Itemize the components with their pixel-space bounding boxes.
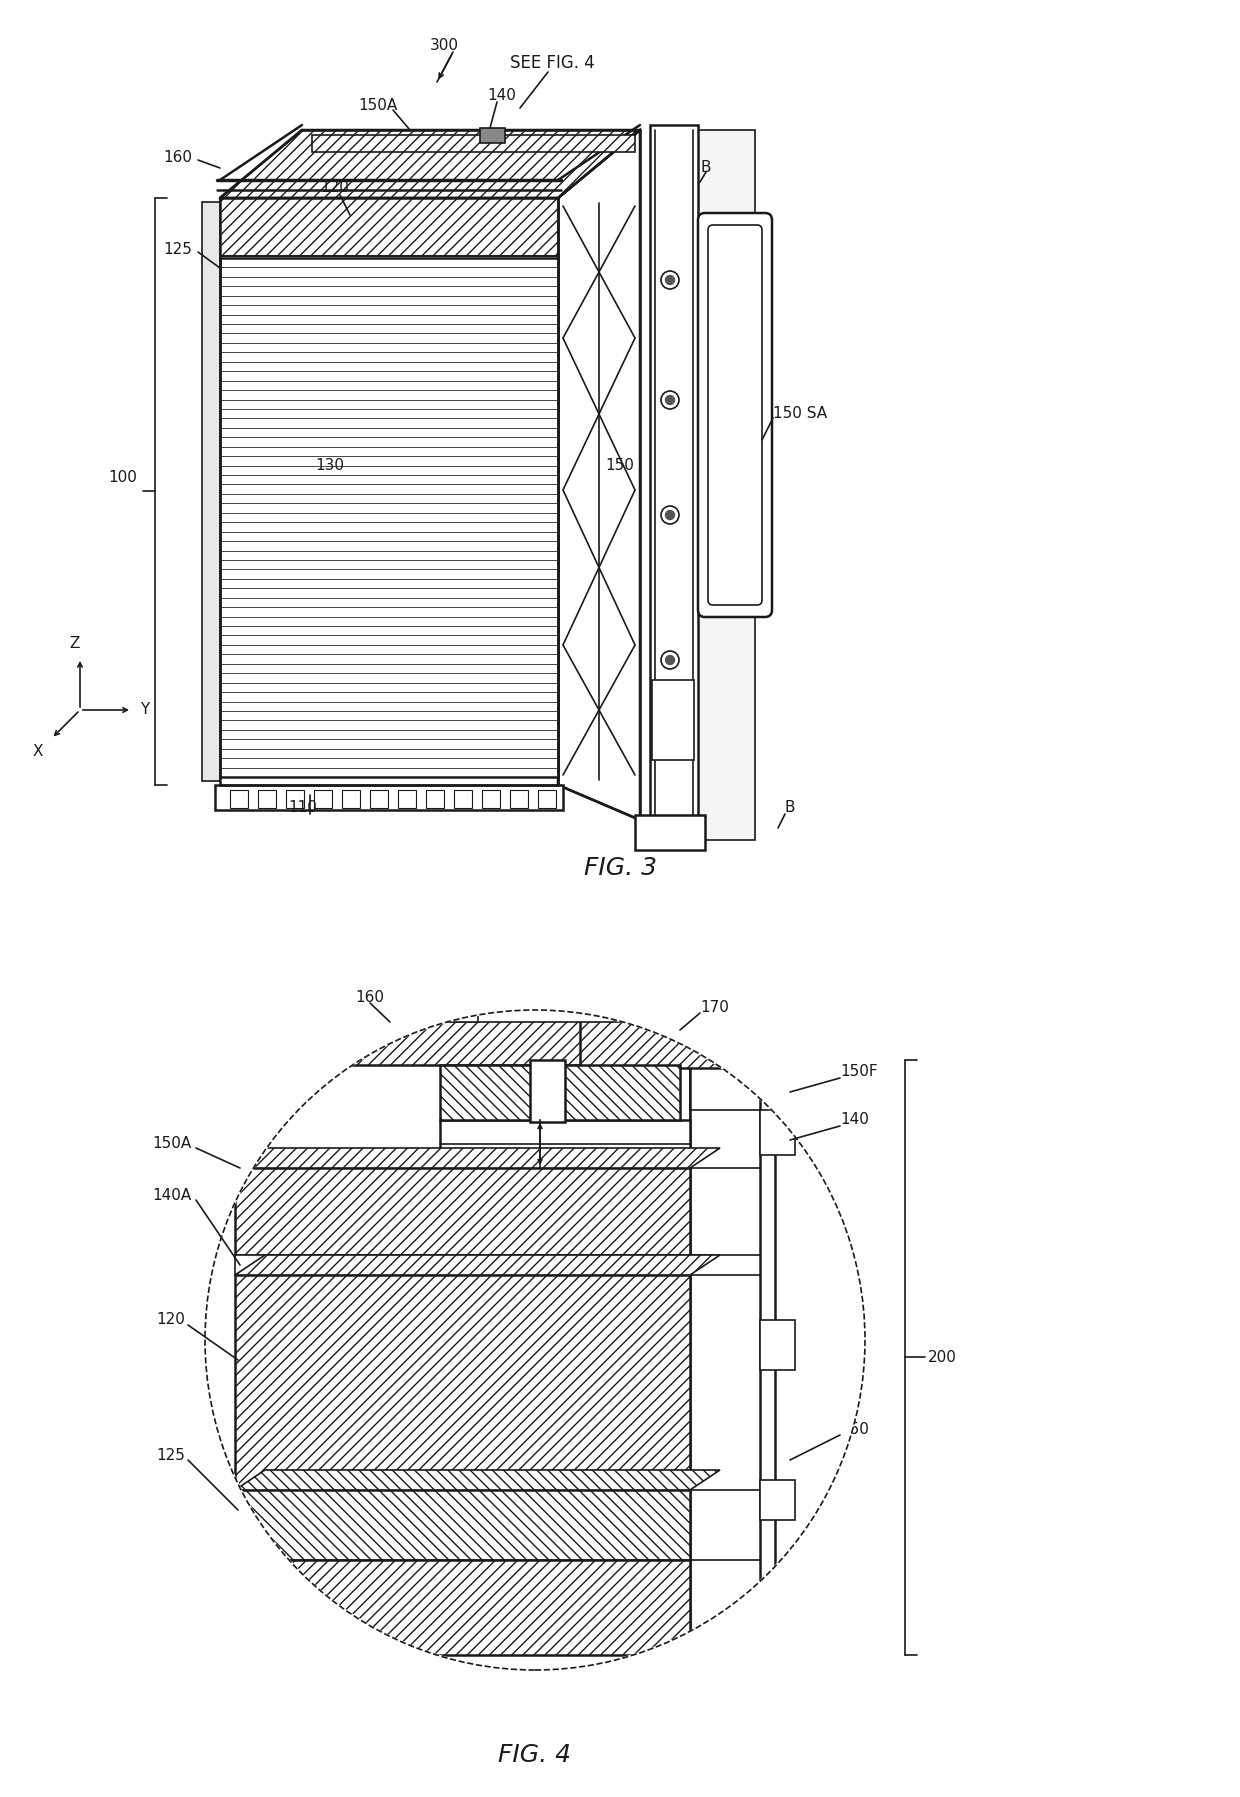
Polygon shape	[236, 1276, 689, 1490]
Polygon shape	[689, 1360, 740, 1411]
Polygon shape	[689, 1161, 740, 1209]
Polygon shape	[219, 259, 558, 776]
Circle shape	[666, 395, 675, 404]
Polygon shape	[635, 816, 706, 850]
Text: SEE FIG. 4: SEE FIG. 4	[510, 54, 595, 72]
Polygon shape	[529, 1060, 565, 1121]
Polygon shape	[236, 1148, 720, 1168]
Polygon shape	[760, 1111, 795, 1155]
Polygon shape	[427, 791, 444, 809]
Text: 125: 125	[156, 1448, 185, 1463]
Text: 140: 140	[487, 88, 516, 102]
Polygon shape	[558, 129, 640, 819]
Text: 130: 130	[315, 458, 343, 473]
Circle shape	[205, 1010, 866, 1669]
Text: B: B	[785, 800, 796, 816]
FancyBboxPatch shape	[708, 225, 763, 606]
Text: B: B	[701, 160, 711, 174]
Polygon shape	[480, 128, 505, 144]
Text: 120: 120	[320, 180, 348, 196]
Polygon shape	[510, 791, 528, 809]
Polygon shape	[315, 999, 363, 1022]
Text: 200: 200	[928, 1350, 957, 1364]
Polygon shape	[689, 1060, 760, 1655]
Text: 140: 140	[839, 1112, 869, 1127]
Text: 160: 160	[355, 990, 384, 1005]
Text: 120: 120	[156, 1312, 185, 1328]
Polygon shape	[229, 1021, 730, 1066]
Polygon shape	[538, 791, 556, 809]
Text: 140A: 140A	[153, 1188, 192, 1202]
Polygon shape	[482, 791, 500, 809]
Polygon shape	[236, 1254, 720, 1276]
Polygon shape	[760, 1481, 795, 1520]
Text: 150: 150	[605, 458, 634, 473]
Polygon shape	[236, 1168, 689, 1254]
Polygon shape	[229, 791, 248, 809]
Text: 170: 170	[701, 999, 729, 1015]
Text: 300: 300	[430, 38, 459, 52]
Circle shape	[666, 275, 675, 284]
FancyBboxPatch shape	[698, 214, 773, 616]
Circle shape	[666, 510, 675, 519]
Polygon shape	[236, 1254, 689, 1276]
Polygon shape	[652, 679, 694, 760]
Text: 125: 125	[164, 243, 192, 257]
Text: 150A: 150A	[153, 1136, 192, 1150]
Polygon shape	[229, 1010, 730, 1022]
Polygon shape	[689, 1459, 740, 1509]
Text: 150F: 150F	[839, 1064, 878, 1080]
Text: X: X	[33, 744, 43, 760]
Text: Y: Y	[140, 703, 149, 717]
Text: 150 SA: 150 SA	[773, 406, 827, 420]
Polygon shape	[440, 1066, 680, 1120]
Polygon shape	[258, 791, 277, 809]
Polygon shape	[286, 791, 304, 809]
Polygon shape	[236, 1470, 720, 1490]
Polygon shape	[312, 135, 635, 153]
Text: 150: 150	[839, 1423, 869, 1438]
Polygon shape	[202, 201, 219, 782]
Polygon shape	[314, 791, 332, 809]
Text: 110: 110	[288, 800, 317, 816]
Polygon shape	[370, 791, 388, 809]
Polygon shape	[398, 791, 415, 809]
Polygon shape	[689, 1260, 740, 1310]
Polygon shape	[580, 999, 730, 1067]
Polygon shape	[236, 1490, 689, 1560]
Polygon shape	[440, 1120, 689, 1168]
Polygon shape	[694, 129, 755, 839]
Polygon shape	[689, 1060, 740, 1111]
Text: Z: Z	[69, 636, 81, 652]
Circle shape	[666, 656, 675, 665]
Text: 100: 100	[108, 471, 136, 485]
Polygon shape	[219, 129, 640, 198]
Polygon shape	[454, 791, 472, 809]
Text: G: G	[510, 1199, 522, 1213]
Polygon shape	[342, 791, 360, 809]
Polygon shape	[219, 198, 558, 255]
Polygon shape	[215, 785, 563, 810]
Text: 150A: 150A	[358, 97, 397, 113]
Text: FIG. 3: FIG. 3	[584, 855, 656, 881]
Text: 160: 160	[162, 151, 192, 165]
Polygon shape	[430, 999, 477, 1022]
Polygon shape	[689, 1060, 775, 1660]
Text: FIG. 4: FIG. 4	[498, 1743, 572, 1766]
Polygon shape	[236, 1560, 689, 1655]
Polygon shape	[760, 1321, 795, 1369]
Polygon shape	[650, 126, 698, 825]
